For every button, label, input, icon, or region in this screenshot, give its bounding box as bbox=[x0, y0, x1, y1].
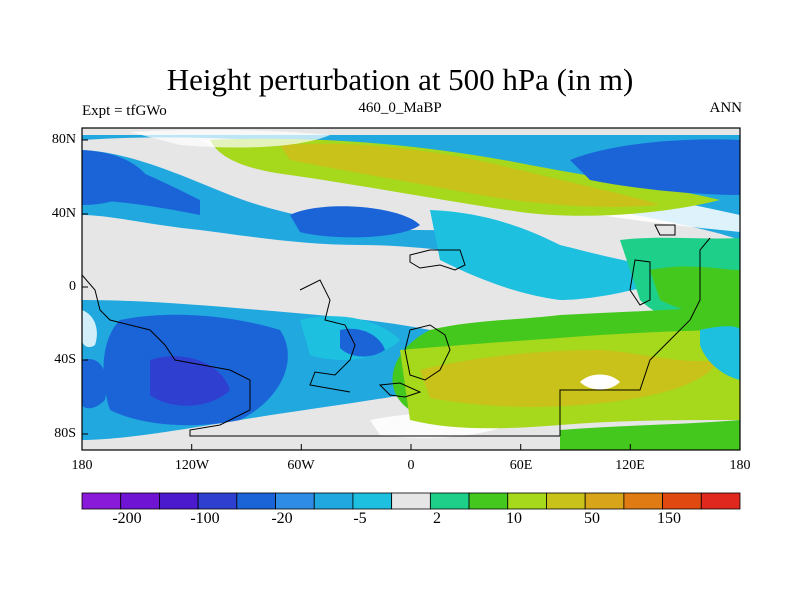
colorbar-swatch bbox=[584, 492, 625, 510]
colorbar-swatch bbox=[81, 492, 122, 510]
colorbar-swatch bbox=[507, 492, 547, 510]
axis-ticks bbox=[81, 139, 741, 450]
colorbar-label: -5 bbox=[353, 510, 367, 527]
colorbar-swatch bbox=[352, 492, 393, 510]
colorbar-swatch bbox=[662, 492, 702, 510]
colorbar-swatch bbox=[120, 492, 160, 510]
lat-tick-label: 40S bbox=[54, 352, 76, 367]
lon-tick-label: 60E bbox=[509, 458, 533, 473]
lat-tick-label: 40N bbox=[51, 206, 76, 221]
season-label: ANN bbox=[709, 100, 743, 116]
lon-tick-label: 60W bbox=[287, 458, 315, 473]
experiment-label: Expt = tfGWo bbox=[82, 103, 167, 119]
colorbar-label: 10 bbox=[506, 510, 522, 527]
colorbar-swatch bbox=[236, 492, 276, 510]
lon-tick-label: 120W bbox=[174, 458, 210, 473]
colorbar-label: 50 bbox=[584, 510, 600, 527]
lat-tick-label: 80S bbox=[54, 426, 76, 441]
colorbar-swatch bbox=[623, 492, 663, 510]
colorbar-label: -100 bbox=[190, 510, 220, 527]
colorbar-swatch bbox=[468, 492, 509, 510]
colorbar-swatch bbox=[275, 492, 315, 510]
colorbar-swatch bbox=[546, 492, 586, 510]
colorbar-swatch bbox=[313, 492, 354, 510]
lat-tick-label: 80N bbox=[51, 132, 76, 147]
map-title: Height perturbation at 500 hPa (in m) bbox=[166, 62, 634, 97]
colorbar-label: -200 bbox=[112, 510, 142, 527]
lon-tick-label: 180 bbox=[71, 458, 93, 473]
colorbar bbox=[81, 492, 741, 510]
colorbar-label: 2 bbox=[433, 510, 441, 527]
lon-tick-label: 120E bbox=[615, 458, 645, 473]
colorbar-swatch bbox=[197, 492, 238, 510]
colorbar-label: -20 bbox=[271, 510, 293, 527]
period-label: 460_0_MaBP bbox=[358, 100, 442, 116]
height-field bbox=[82, 128, 740, 450]
lat-tick-label: 0 bbox=[69, 279, 76, 294]
colorbar-label: 150 bbox=[657, 510, 681, 527]
colorbar-swatch bbox=[700, 492, 741, 510]
colorbar-swatch bbox=[159, 492, 199, 510]
colorbar-swatch bbox=[391, 492, 431, 510]
lon-tick-label: 0 bbox=[407, 458, 415, 473]
lon-tick-label: 180 bbox=[729, 458, 751, 473]
colorbar-swatch bbox=[429, 492, 470, 510]
